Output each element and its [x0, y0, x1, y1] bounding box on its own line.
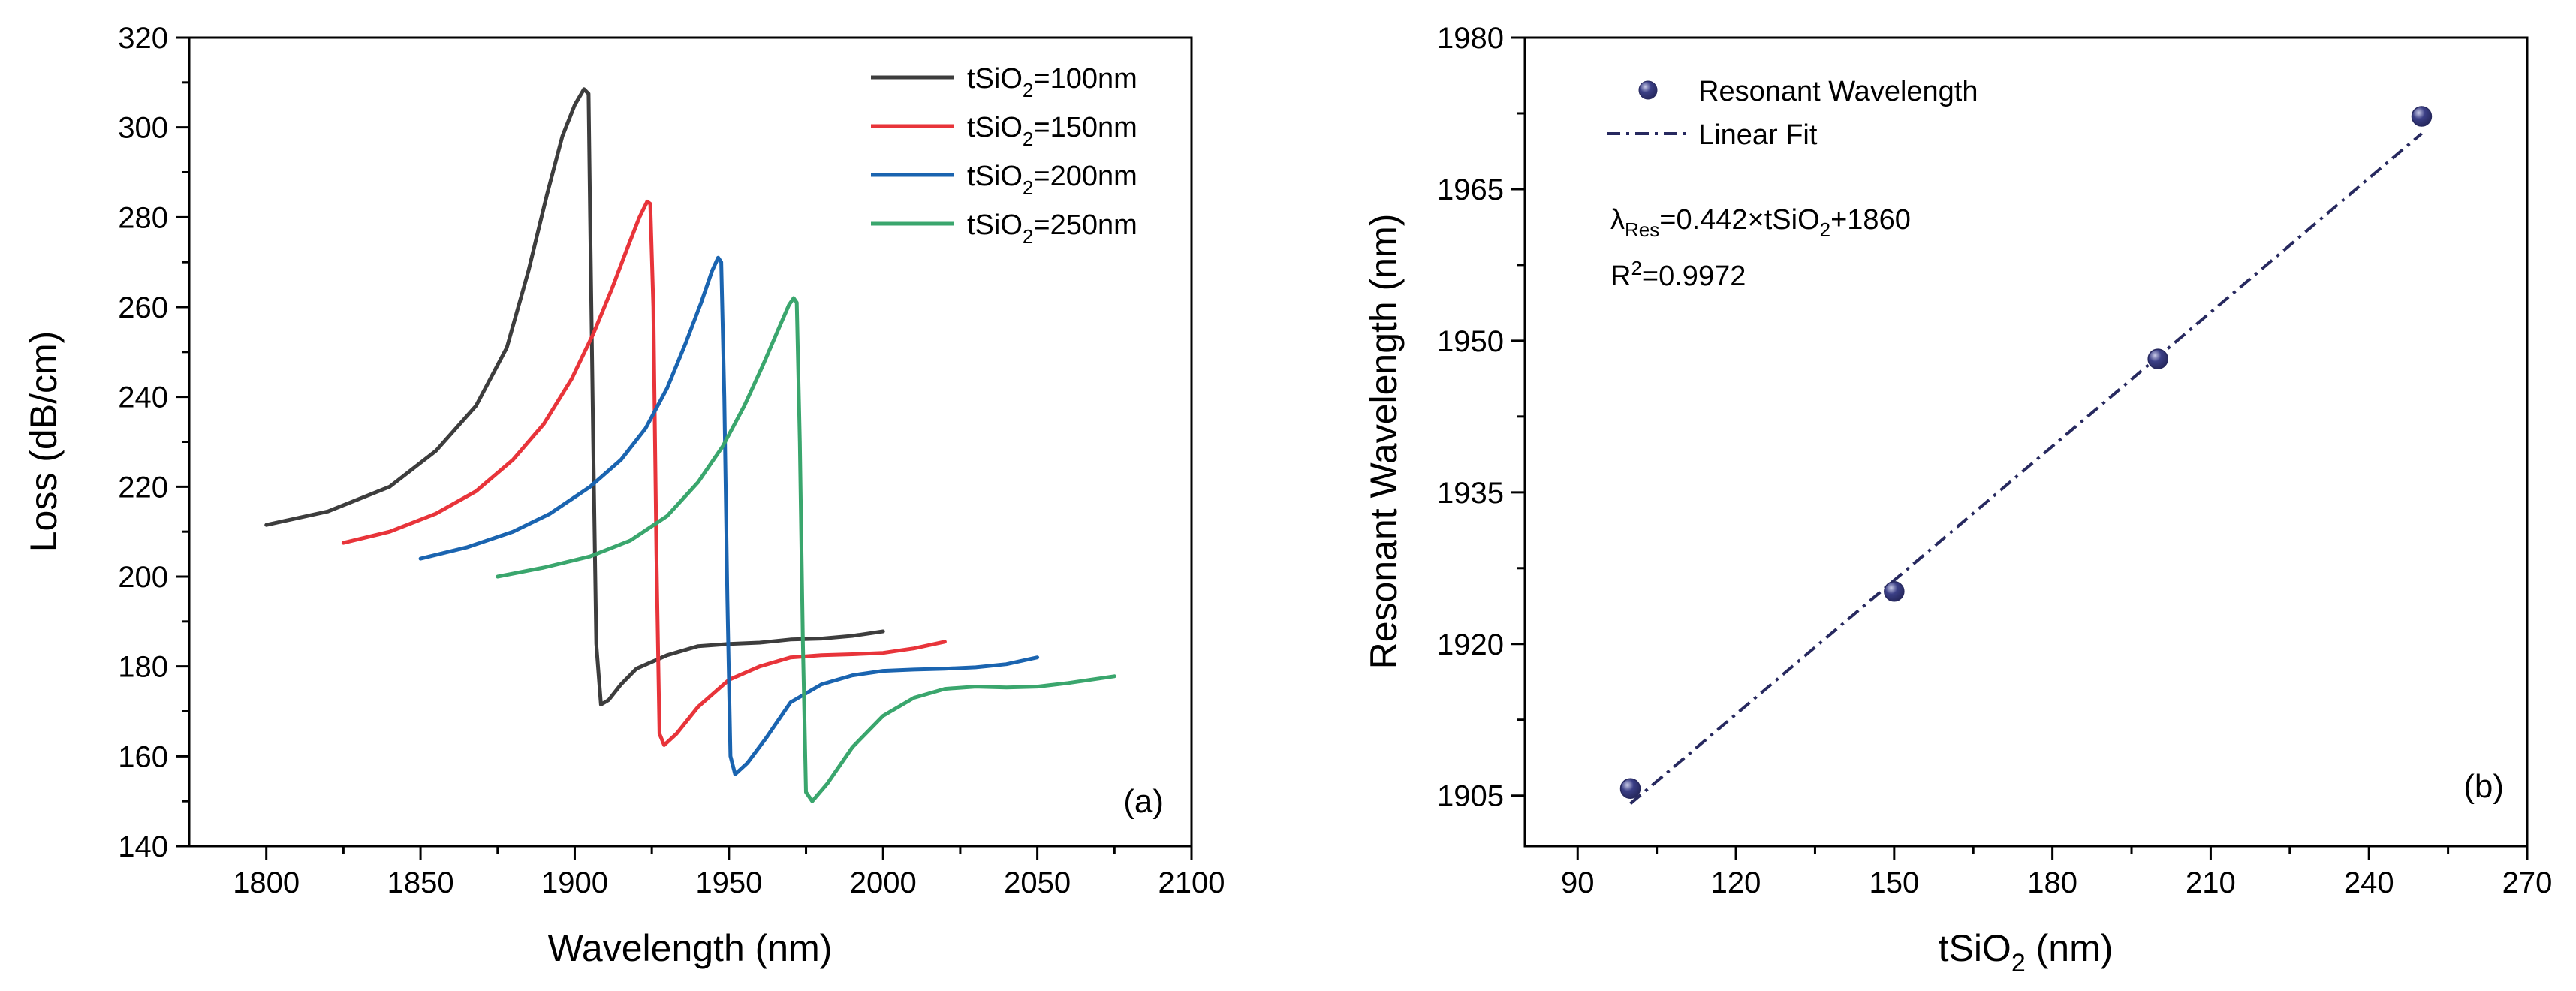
x-tick-label: 90 [1561, 866, 1595, 899]
panel-b-label: (b) [2463, 768, 2504, 805]
panel-a-frame [188, 36, 1193, 848]
data-point [1884, 580, 1905, 602]
panel-a-series [264, 87, 1116, 803]
panel-a-legend: tSiO2=100nm tSiO2=150nm tSiO2=200nm tSiO… [871, 63, 1137, 248]
x-tick-label: 2050 [1004, 866, 1071, 899]
series-line [264, 87, 885, 706]
x-tick-label: 150 [1869, 866, 1919, 899]
y-tick-label: 1950 [1437, 325, 1504, 358]
x-tick-label: 210 [2186, 866, 2236, 899]
y-tick-label: 160 [118, 740, 168, 773]
y-tick-label: 1920 [1437, 628, 1504, 661]
x-tick-label: 240 [2344, 866, 2394, 899]
panel-b-xlabel: tSiO2 (nm) [1939, 927, 2114, 977]
panel-b-series [1619, 106, 2433, 805]
panel-a-xlabel: Wavelength (nm) [548, 927, 833, 969]
legend-item-scatter: Resonant Wavelength [1638, 76, 1978, 107]
panel-b-ticks: 90 120 150 180 210 240 270 1905 1920 1935 1950 1965… [1437, 22, 2552, 899]
panel-a-label: (a) [1123, 783, 1164, 820]
x-tick-label: 1850 [387, 866, 454, 899]
y-tick-label: 1980 [1437, 22, 1504, 55]
legend-item: tSiO2=250nm [871, 209, 1137, 248]
x-tick-label: 270 [2502, 866, 2553, 899]
x-tick-label: 2100 [1158, 866, 1225, 899]
panel-a-ticks: 1800 1850 1900 1950 2000 2050 2100 140 160 180 200… [118, 22, 1225, 899]
series-line [418, 255, 1040, 776]
legend-marker [1638, 80, 1658, 100]
legend-item: tSiO2=200nm [871, 161, 1137, 199]
legend-item: tSiO2=100nm [871, 63, 1137, 101]
y-tick-label: 260 [118, 291, 168, 324]
y-tick-label: 1905 [1437, 780, 1504, 813]
panel-b-ylabel: Resonant Wavelength (nm) [1363, 214, 1405, 670]
legend-label: tSiO2=100nm [967, 63, 1137, 101]
legend-item-fit: Linear Fit [1607, 119, 1818, 151]
data-point [2147, 348, 2168, 369]
y-tick-label: 220 [118, 471, 168, 504]
y-tick-label: 1965 [1437, 173, 1504, 206]
y-tick-label: 280 [118, 201, 168, 234]
panel-a: 1800 1850 1900 1950 2000 2050 2100 140 160 180 200… [23, 22, 1225, 969]
y-tick-label: 320 [118, 22, 168, 55]
x-tick-label: 1950 [695, 866, 762, 899]
x-tick-label: 120 [1711, 866, 1761, 899]
data-point [2411, 106, 2433, 127]
fit-line [1629, 132, 2423, 805]
legend-label: tSiO2=200nm [967, 161, 1137, 199]
panel-b: 90 120 150 180 210 240 270 1905 1920 1935 1950 1965… [1363, 22, 2552, 977]
panel-a-ylabel: Loss (dB/cm) [23, 331, 65, 553]
y-tick-label: 300 [118, 112, 168, 145]
legend-label: Resonant Wavelength [1698, 76, 1978, 107]
legend-label: tSiO2=150nm [967, 112, 1137, 150]
y-tick-label: 180 [118, 651, 168, 684]
y-tick-label: 200 [118, 561, 168, 594]
y-tick-label: 240 [118, 381, 168, 414]
series-line [496, 296, 1116, 803]
fit-r-squared: R2=0.9972 [1610, 257, 1746, 292]
data-point [1619, 778, 1641, 800]
x-tick-label: 180 [2027, 866, 2077, 899]
x-tick-label: 1900 [541, 866, 608, 899]
legend-item: tSiO2=150nm [871, 112, 1137, 150]
legend-label: tSiO2=250nm [967, 209, 1137, 248]
x-tick-label: 1800 [233, 866, 300, 899]
y-tick-label: 1935 [1437, 477, 1504, 510]
x-tick-label: 2000 [850, 866, 917, 899]
legend-label: Linear Fit [1698, 119, 1818, 151]
fit-equation: λRes=0.442×tSiO2+1860 [1610, 204, 1911, 241]
panel-b-legend: Resonant Wavelength Linear Fit [1607, 76, 1978, 151]
series-line [341, 199, 947, 747]
y-tick-label: 140 [118, 830, 168, 863]
panel-b-frame [1523, 36, 2529, 848]
